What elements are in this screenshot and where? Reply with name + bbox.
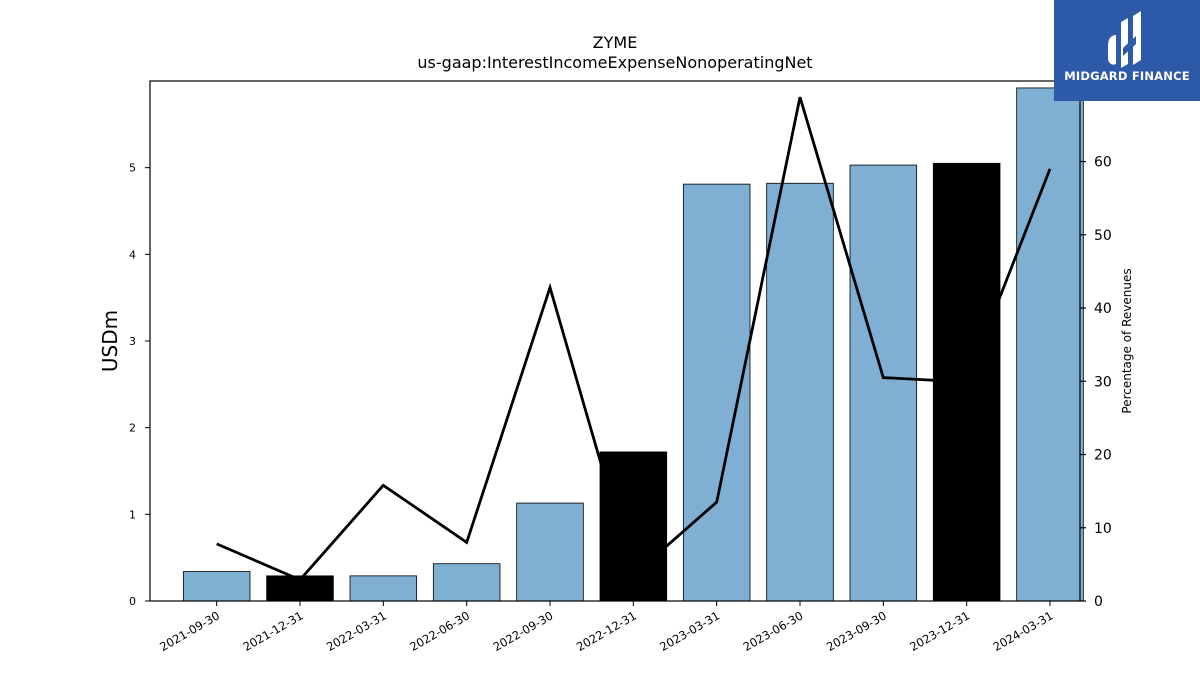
left-tick-label: 5	[129, 162, 136, 175]
bars-layer	[182, 87, 1084, 602]
right-axis: 0 10 20 30 40 50 60	[1080, 155, 1112, 610]
x-tick-label: 2023-03-31	[657, 608, 722, 654]
left-tick-label: 0	[129, 595, 136, 608]
brand-logo: MIDGARD FINANCE	[1054, 0, 1200, 101]
x-tick-label: 2022-12-31	[574, 608, 639, 654]
left-tick-label: 1	[129, 508, 136, 521]
x-tick-label: 2022-09-30	[491, 608, 556, 654]
x-tick-label: 2023-09-30	[824, 608, 889, 654]
bar-2022-12-31	[599, 451, 668, 602]
bar-2023-09-30	[849, 164, 918, 602]
left-axis: 0 1 2 3 4 5	[129, 162, 150, 608]
bar-2023-06-30	[766, 182, 834, 602]
bar-2024-03-31	[1016, 87, 1084, 602]
x-tick-label: 2024-03-31	[991, 608, 1056, 654]
x-tick-label: 2023-12-31	[907, 608, 972, 654]
x-axis: 2021-09-30 2021-12-31 2022-03-31 2022-06-30…	[157, 601, 1056, 654]
x-tick-label: 2022-03-31	[324, 608, 389, 654]
line-layer	[216, 96, 1052, 582]
x-tick-label: 2021-09-30	[157, 608, 222, 654]
left-axis-label: USDm	[98, 310, 122, 372]
right-tick-label: 50	[1094, 228, 1112, 244]
right-tick-label: 30	[1094, 374, 1112, 390]
midgard-logo-icon	[1108, 11, 1141, 68]
x-tick-label: 2021-12-31	[241, 608, 306, 654]
bar-2021-09-30	[182, 571, 251, 602]
right-tick-label: 20	[1094, 448, 1112, 464]
left-tick-label: 4	[129, 248, 136, 261]
bar-2022-09-30	[516, 502, 584, 602]
bar-2022-03-31	[349, 575, 418, 602]
chart-subtitle: us-gaap:InterestIncomeExpenseNonoperatin…	[417, 53, 812, 72]
x-tick-label: 2023-06-30	[741, 608, 806, 654]
x-tick-label: 2022-06-30	[407, 608, 472, 654]
left-tick-label: 3	[129, 335, 136, 348]
chart-title: ZYME	[593, 33, 638, 52]
left-tick-label: 2	[129, 422, 136, 435]
right-tick-label: 60	[1094, 155, 1112, 171]
right-axis-label: Percentage of Revenues	[1120, 268, 1134, 413]
right-tick-label: 10	[1094, 521, 1112, 537]
brand-logo-text: MIDGARD FINANCE	[1064, 69, 1190, 83]
right-tick-label: 0	[1094, 594, 1103, 610]
right-tick-label: 40	[1094, 301, 1112, 317]
bar-2022-06-30	[432, 563, 501, 602]
